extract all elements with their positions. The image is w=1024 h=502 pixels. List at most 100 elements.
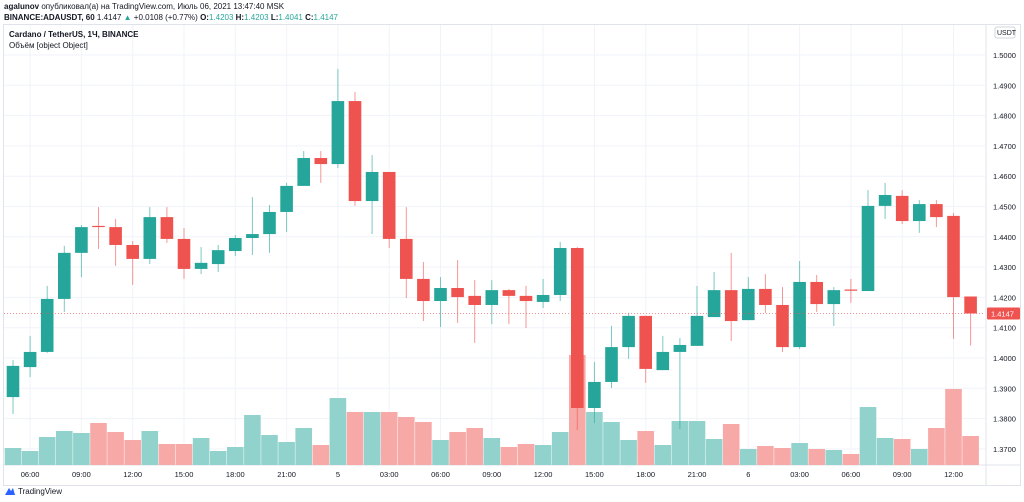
time-tick-label: 09:00	[482, 470, 501, 479]
volume-bar	[329, 398, 347, 465]
candle-body	[690, 315, 704, 346]
time-tick-label: 15:00	[175, 470, 194, 479]
price-tick-label: 1.5000	[993, 51, 1016, 60]
time-tick-label: 18:00	[226, 470, 245, 479]
volume-bar	[295, 428, 312, 465]
volume-bar	[911, 449, 928, 465]
last-price-label: 1.4147	[991, 309, 1014, 318]
candle-body	[400, 238, 413, 279]
low-label: L:	[270, 13, 279, 22]
candle-body	[605, 347, 618, 382]
low-value: 1.4041	[278, 13, 303, 22]
price-tick-label: 1.4800	[993, 112, 1016, 121]
currency-badge	[994, 26, 1016, 39]
volume-bar	[517, 444, 535, 465]
candle-body	[314, 158, 328, 165]
author-name[interactable]: agalunov	[4, 2, 40, 11]
volume-bar	[175, 444, 193, 465]
candle-body	[297, 158, 310, 186]
price-tick-label: 1.4500	[993, 203, 1016, 212]
high-label: H:	[235, 13, 245, 22]
candle-body	[588, 381, 601, 408]
time-tick-label: 06:00	[842, 470, 861, 479]
candle-body	[553, 248, 567, 295]
candle-body	[878, 194, 892, 206]
price-tick-label: 1.3900	[993, 384, 1016, 393]
candle-body	[109, 227, 122, 245]
candle-body	[947, 215, 960, 298]
candle-body	[622, 315, 635, 348]
price-change: +0.0108 (+0.77%)	[133, 13, 198, 22]
candle-body	[724, 290, 738, 322]
volume-bar	[73, 433, 90, 465]
candle-body	[6, 365, 20, 398]
volume-bar	[534, 445, 552, 465]
price-tick-label: 1.3700	[993, 445, 1016, 454]
chart-legend: Cardano / TetherUS, 1Ч, BINANCE Объём [o…	[9, 29, 139, 51]
brand-name: TradingView	[18, 486, 63, 496]
volume-bar	[346, 412, 364, 465]
volume-bar	[928, 428, 945, 465]
volume-bar	[859, 407, 877, 465]
price-tick-label: 1.4100	[993, 324, 1016, 333]
currency-label: USDT	[997, 30, 1017, 37]
candle-body	[434, 288, 447, 302]
candle-body	[143, 217, 157, 259]
candle-body	[673, 344, 687, 352]
candle-body	[519, 295, 533, 302]
volume-bar	[774, 448, 791, 465]
symbol-info: BINANCE:ADAUSDT, 60 1.4147 ▲ +0.0108 (+0…	[4, 12, 338, 23]
tradingview-logo[interactable]: TradingView	[4, 486, 62, 496]
candle-body	[742, 288, 755, 321]
legend-volume: Объём [object Object]	[9, 41, 88, 50]
volume-bar	[261, 435, 278, 465]
time-tick-label: 5	[336, 470, 340, 479]
time-tick-label: 12:00	[944, 470, 963, 479]
candle-body	[263, 211, 276, 235]
volume-bar	[586, 412, 603, 465]
volume-bar	[141, 431, 159, 465]
time-tick-label: 18:00	[636, 470, 655, 479]
close-label: C:	[305, 13, 314, 22]
candle-body	[485, 290, 499, 305]
candle-body	[656, 351, 670, 371]
volume-bar	[876, 438, 894, 465]
candle-body	[331, 101, 345, 165]
volume-bar	[158, 444, 176, 465]
candle-body	[861, 205, 875, 292]
candle-body	[468, 295, 481, 305]
symbol: BINANCE:ADAUSDT, 60	[4, 13, 95, 22]
price-tick-label: 1.4600	[993, 172, 1016, 181]
volume-bar	[380, 412, 398, 465]
volume-bar	[603, 422, 620, 465]
candle-body	[964, 296, 977, 314]
candle-body	[40, 298, 54, 352]
time-tick-label: 21:00	[277, 470, 296, 479]
price-tick-label: 1.4300	[993, 263, 1016, 272]
volume-bar	[38, 437, 56, 465]
candle-body	[895, 195, 909, 222]
candle-body	[810, 281, 823, 305]
volume-bar	[398, 417, 415, 465]
candle-body	[776, 304, 789, 348]
time-tick-label: 06:00	[431, 470, 450, 479]
volume-bar	[466, 428, 483, 465]
volume-bar	[791, 443, 808, 465]
candle-body	[58, 252, 71, 299]
time-tick-label: 03:00	[790, 470, 809, 479]
high-value: 1.4203	[244, 13, 269, 22]
candle-body	[177, 238, 191, 269]
candle-body	[246, 234, 259, 239]
candle-body	[348, 101, 362, 202]
price-tick-label: 1.3800	[993, 415, 1016, 424]
candle-body	[759, 288, 772, 305]
chart-pane[interactable]	[3, 24, 1021, 486]
candle-body	[417, 278, 430, 302]
volume-bar	[722, 424, 740, 465]
volume-bar	[124, 440, 141, 465]
price-tick-label: 1.4400	[993, 233, 1016, 242]
candle-body	[280, 185, 293, 212]
volume-bar	[740, 449, 757, 465]
volume-bar	[363, 412, 381, 465]
